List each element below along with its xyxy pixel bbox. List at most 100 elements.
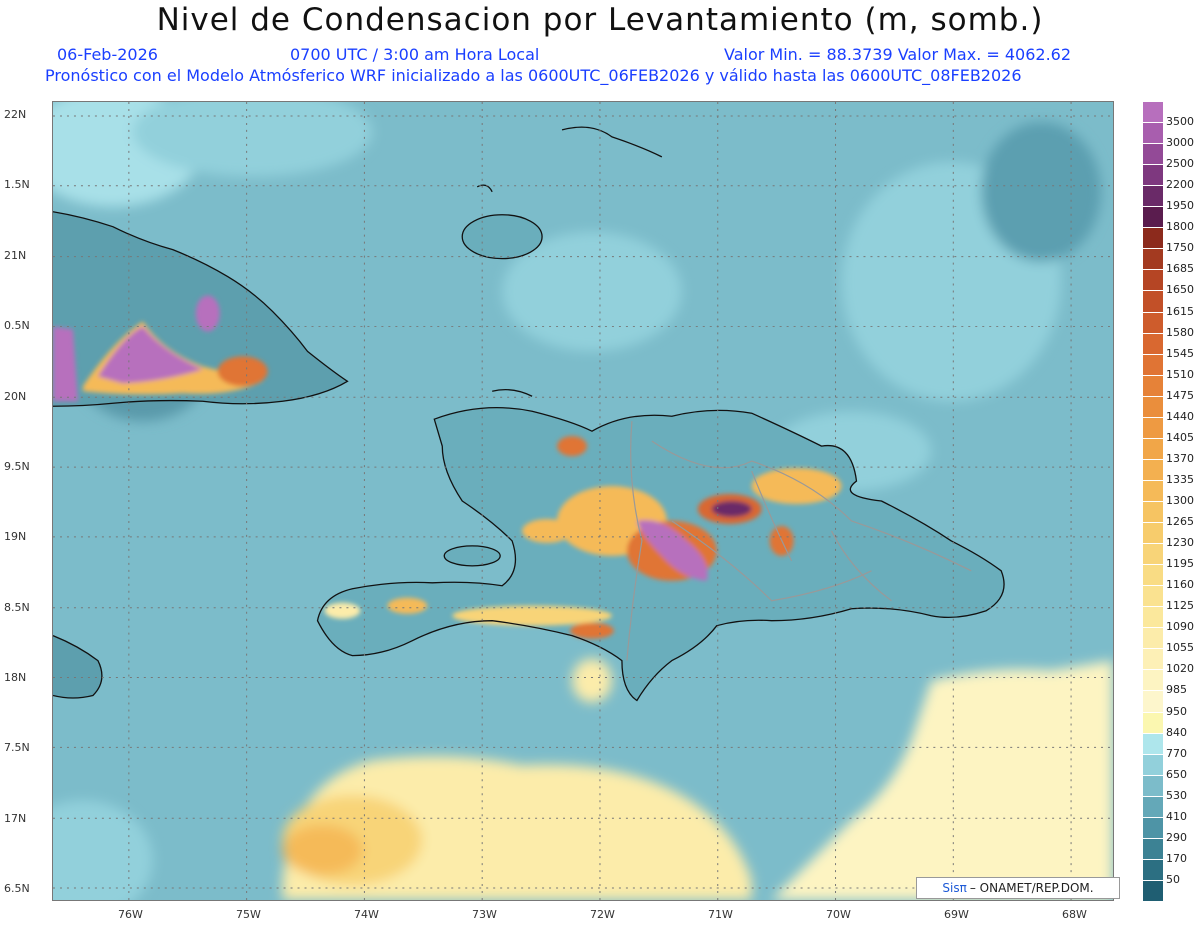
colorbar-cell <box>1143 332 1163 354</box>
colorbar-cell <box>1143 501 1163 523</box>
lon-tick: 68W <box>1062 908 1087 921</box>
colorbar-cell <box>1143 227 1163 249</box>
colorbar-cell <box>1143 585 1163 607</box>
colorbar-cell <box>1143 206 1163 228</box>
colorbar-label: 1090 <box>1166 620 1194 634</box>
cuba-lcl-hotspots <box>53 295 268 402</box>
lon-tick: 74W <box>354 908 379 921</box>
colorbar-label: 410 <box>1166 809 1187 823</box>
colorbar-cell <box>1143 879 1163 901</box>
colorbar-label: 1405 <box>1166 430 1194 444</box>
lat-tick: 0.5N <box>4 319 30 332</box>
colorbar-cell <box>1143 816 1163 838</box>
lat-tick: 22N <box>4 108 27 121</box>
colorbar-label: 1370 <box>1166 451 1194 465</box>
colorbar-cell <box>1143 837 1163 859</box>
colorbar-cell <box>1143 395 1163 417</box>
colorbar-cell <box>1143 164 1163 186</box>
colorbar-label: 1230 <box>1166 536 1194 550</box>
colorbar-label: 1020 <box>1166 662 1194 676</box>
lon-tick: 70W <box>826 908 851 921</box>
coastlines <box>53 126 1005 702</box>
date-label: 06-Feb-2026 <box>57 45 158 64</box>
colorbar-cell <box>1143 774 1163 796</box>
colorbar-cell <box>1143 858 1163 880</box>
colorbar-cell <box>1143 522 1163 544</box>
colorbar-label: 1615 <box>1166 304 1194 318</box>
colorbar-cell <box>1143 122 1163 144</box>
lon-tick: 76W <box>118 908 143 921</box>
colorbar-cell <box>1143 606 1163 628</box>
colorbar-cell <box>1143 185 1163 207</box>
colorbar-label: 1195 <box>1166 557 1194 571</box>
colorbar-cell <box>1143 458 1163 480</box>
colorbar-label: 1335 <box>1166 472 1194 486</box>
colorbar-cell <box>1143 269 1163 291</box>
colorbar-cell <box>1143 374 1163 396</box>
colorbar-label: 770 <box>1166 746 1187 760</box>
colorbar-cell <box>1143 416 1163 438</box>
colorbar-cell <box>1143 648 1163 670</box>
colorbar-label: 170 <box>1166 851 1187 865</box>
jamaica-land <box>53 635 102 699</box>
island-gonave <box>444 545 501 566</box>
colorbar-label: 1160 <box>1166 578 1194 592</box>
island-north <box>462 214 543 259</box>
min-max-label: Valor Min. = 88.3739 Valor Max. = 4062.6… <box>724 45 1072 64</box>
colorbar-cell <box>1143 101 1163 123</box>
colorbar-cell <box>1143 543 1163 565</box>
colorbar-label: 950 <box>1166 704 1187 718</box>
colorbar-label: 530 <box>1166 788 1187 802</box>
southern-high-lcl-region <box>282 658 1113 900</box>
colorbar-label: 1750 <box>1166 241 1194 255</box>
lat-tick: 20N <box>4 390 27 403</box>
sispi-logo-text: Sisπ <box>942 881 967 895</box>
lat-tick: 18N <box>4 671 27 684</box>
lon-tick: 69W <box>944 908 969 921</box>
colorbar-label: 3000 <box>1166 136 1194 150</box>
colorbar-label: 650 <box>1166 767 1187 781</box>
lat-tick: 19N <box>4 530 27 543</box>
model-info-label: Pronóstico con el Modelo Atmósferico WRF… <box>45 66 1022 85</box>
colorbar-label: 1650 <box>1166 283 1194 297</box>
colorbar-cell <box>1143 353 1163 375</box>
colorbar-label: 1800 <box>1166 220 1194 234</box>
province-boundaries <box>626 421 972 661</box>
colorbar-cell <box>1143 479 1163 501</box>
lon-tick: 71W <box>708 908 733 921</box>
credit-badge: Sisπ – ONAMET/REP.DOM. <box>916 877 1120 899</box>
colorbar <box>1143 101 1163 901</box>
colorbar-label: 3500 <box>1166 115 1194 129</box>
colorbar-label: 985 <box>1166 683 1187 697</box>
colorbar-cell <box>1143 690 1163 712</box>
lat-tick: 17N <box>4 812 27 825</box>
graticule <box>53 102 1113 900</box>
map-title: Nivel de Condensacion por Levantamiento … <box>156 2 1044 38</box>
colorbar-label: 1580 <box>1166 325 1194 339</box>
lat-tick: 1.5N <box>4 178 30 191</box>
colorbar-cell <box>1143 437 1163 459</box>
colorbar-label: 1545 <box>1166 346 1194 360</box>
credit-text: – ONAMET/REP.DOM. <box>969 881 1094 895</box>
colorbar-label: 1475 <box>1166 388 1194 402</box>
colorbar-cell <box>1143 248 1163 270</box>
colorbar-label: 1440 <box>1166 409 1194 423</box>
colorbar-label: 50 <box>1166 872 1180 886</box>
colorbar-label: 1685 <box>1166 262 1194 276</box>
colorbar-cell <box>1143 753 1163 775</box>
map-canvas <box>52 101 1114 901</box>
colorbar-cell <box>1143 290 1163 312</box>
colorbar-label: 2200 <box>1166 178 1194 192</box>
colorbar-label: 1055 <box>1166 641 1194 655</box>
lon-tick: 73W <box>472 908 497 921</box>
colorbar-label: 1510 <box>1166 367 1194 381</box>
lat-tick: 8.5N <box>4 601 30 614</box>
colorbar-label: 2500 <box>1166 157 1194 171</box>
colorbar-cell <box>1143 732 1163 754</box>
colorbar-cell <box>1143 669 1163 691</box>
lat-tick: 6.5N <box>4 882 30 895</box>
colorbar-cell <box>1143 711 1163 733</box>
colorbar-label: 290 <box>1166 830 1187 844</box>
lat-tick: 9.5N <box>4 460 30 473</box>
lat-tick: 21N <box>4 249 27 262</box>
